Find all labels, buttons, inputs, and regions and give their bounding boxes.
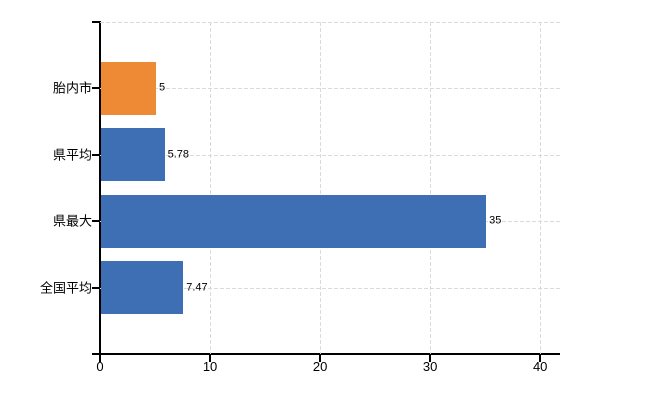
bar-value-label: 7.47 (186, 281, 208, 294)
x-axis-tick-label: 0 (96, 359, 104, 374)
x-axis-tick (209, 354, 212, 362)
category-label: 全国平均 (39, 280, 92, 296)
x-axis-tick-label: 40 (532, 359, 548, 374)
bar (101, 261, 184, 315)
gridline-horizontal (100, 287, 560, 289)
bar-value-label: 35 (489, 214, 502, 227)
y-axis-line (99, 21, 101, 355)
gridline-vertical (210, 22, 212, 354)
category-label: 県最大 (52, 213, 92, 229)
x-axis-tick (429, 354, 432, 362)
y-axis-tick (92, 153, 100, 156)
category-label: 県平均 (52, 147, 92, 163)
x-axis-line (92, 353, 560, 355)
y-axis-tick (92, 220, 100, 223)
bar (101, 194, 487, 248)
y-axis-tick (92, 87, 100, 90)
x-axis-tick (539, 354, 542, 362)
gridline-vertical (320, 22, 322, 354)
y-axis-tick (92, 286, 100, 289)
gridline-horizontal (100, 154, 560, 156)
bar-value-label: 5.78 (167, 148, 190, 161)
category-label: 胎内市 (52, 80, 92, 96)
bar (101, 128, 165, 182)
x-axis-tick (319, 354, 322, 362)
x-axis-tick (99, 354, 101, 362)
gridline-vertical (540, 22, 542, 354)
gridline-vertical (430, 22, 432, 354)
x-axis-tick-label: 30 (422, 359, 438, 374)
bar (101, 61, 157, 115)
x-axis-tick-label: 10 (202, 359, 218, 374)
x-axis-tick-label: 20 (312, 359, 328, 374)
gridline-horizontal (100, 88, 560, 90)
gridline-top (100, 22, 560, 23)
bar-value-label: 5 (159, 81, 166, 94)
y-axis-top-tick (92, 21, 100, 23)
